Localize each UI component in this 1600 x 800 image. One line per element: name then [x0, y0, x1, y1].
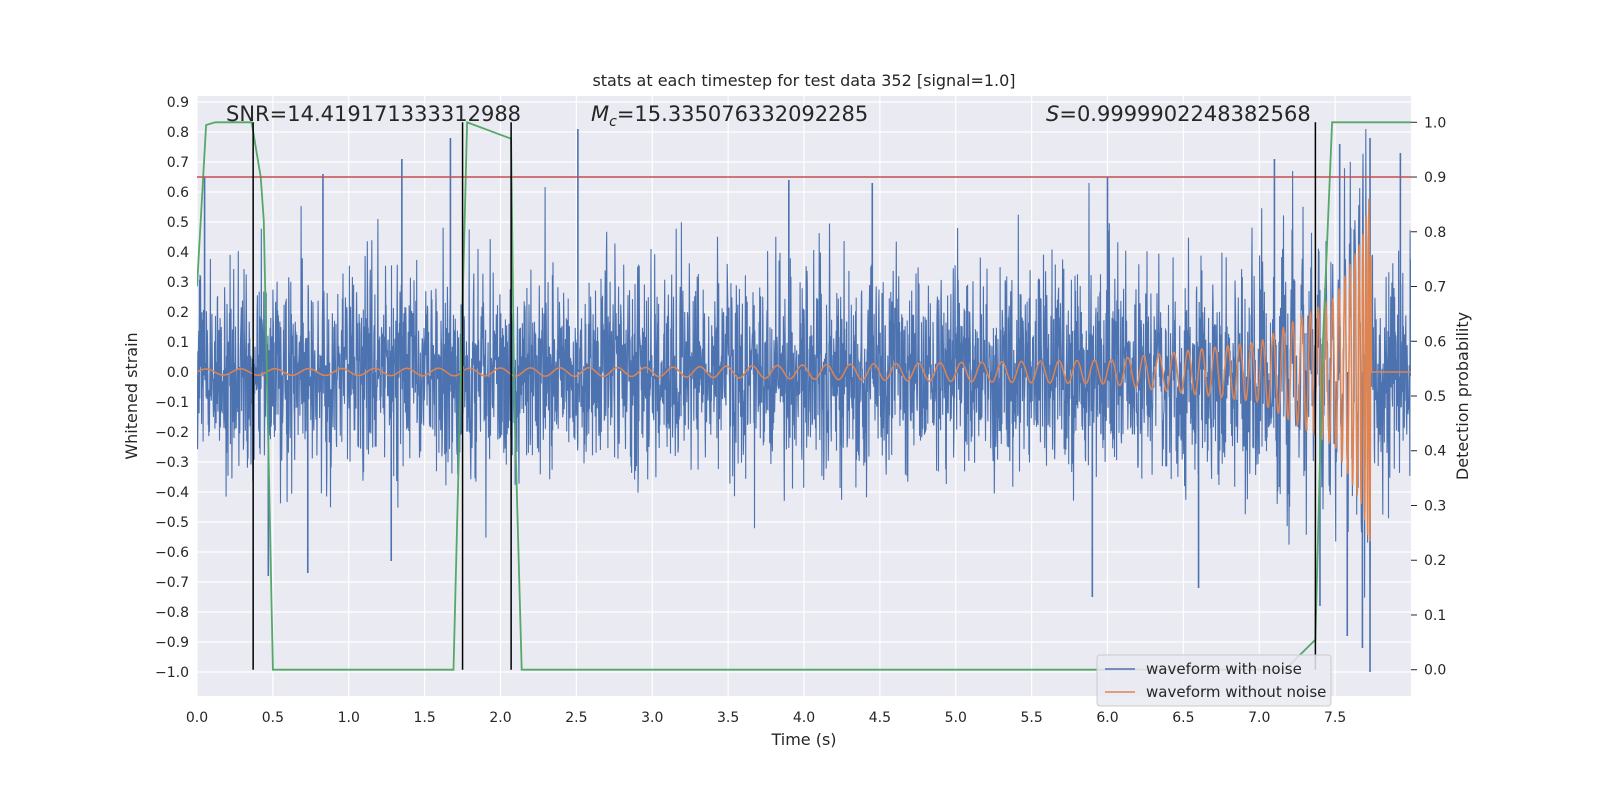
y-tick-label: 0.8 [167, 125, 189, 141]
x-tick-label: 0.5 [262, 710, 284, 726]
y-tick-label: −0.5 [155, 515, 189, 531]
x-tick-label: 3.5 [717, 710, 739, 726]
s-value: =0.9999902248382568 [1059, 102, 1310, 126]
y-tick-label: −0.2 [155, 425, 189, 441]
y-tick-label: 0.3 [167, 275, 189, 291]
legend: waveform with noise waveform without noi… [1096, 654, 1332, 707]
chart-title: stats at each timestep for test data 352… [592, 71, 1015, 90]
overlays [197, 122, 1411, 670]
legend-label-clean: waveform without noise [1146, 683, 1326, 701]
y-tick-label: −0.3 [155, 455, 189, 471]
y-tick-label: 0.7 [167, 155, 189, 171]
y2-tick-label: 0.8 [1424, 225, 1446, 241]
y2-tick-label: 0.5 [1424, 389, 1446, 405]
x-tick-label: 7.5 [1324, 710, 1346, 726]
y-axis-label: Whitened strain [122, 332, 141, 459]
y-tick-label: −0.9 [155, 635, 189, 651]
x-axis: 0.0 0.5 1.0 1.5 2.0 2.5 3.0 3.5 4.0 4.5 5.0 5.5 6.0 6… [186, 710, 1346, 726]
x-tick-label: 5.5 [1020, 710, 1042, 726]
y-tick-label: −0.4 [155, 485, 189, 501]
mc-value: =15.335076332092285 [617, 102, 868, 126]
x-tick-label: 0.0 [186, 710, 208, 726]
y-axis-right: 1.0 0.9 0.8 0.7 0.6 0.5 0.4 0.3 0.2 0.1 0.0 [1411, 115, 1446, 679]
snr-annotation: SNR=14.419171333312988 [226, 102, 521, 126]
y-tick-label: 0.0 [167, 365, 189, 381]
y-tick-label: −0.8 [155, 605, 189, 621]
y-axis-left: 0.9 0.8 0.7 0.6 0.5 0.4 0.3 0.2 0.1 0.0 −0.1 −0.2 −0… [155, 95, 189, 681]
x-tick-label: 2.5 [565, 710, 587, 726]
y2-tick-label: 0.1 [1424, 608, 1446, 624]
x-tick-label: 6.0 [1096, 710, 1118, 726]
x-tick-label: 4.5 [869, 710, 891, 726]
y2-tick-label: 0.9 [1424, 170, 1446, 186]
y-tick-label: 0.6 [167, 185, 189, 201]
y2-tick-label: 1.0 [1424, 115, 1446, 131]
mc-annotation: Mc=15.335076332092285 [591, 102, 868, 130]
mc-subscript: c [609, 114, 617, 130]
noise-line [197, 128, 1411, 598]
x-tick-label: 6.5 [1172, 710, 1194, 726]
x-tick-label: 4.0 [793, 710, 815, 726]
x-tick-label: 7.0 [1248, 710, 1270, 726]
y2-tick-label: 0.3 [1424, 498, 1446, 514]
y-tick-label: −0.1 [155, 395, 189, 411]
series-detection-probability [197, 121, 1411, 671]
x-tick-label: 3.0 [641, 710, 663, 726]
y-tick-label: 0.9 [167, 95, 189, 111]
y2-tick-label: 0.2 [1424, 553, 1446, 569]
y2-tick-label: 0.4 [1424, 444, 1446, 460]
y-tick-label: 0.4 [167, 245, 189, 261]
y-tick-label: −1.0 [155, 665, 189, 681]
probability-line [197, 121, 1411, 671]
mc-symbol: M [591, 102, 609, 126]
series-waveform-without-noise [197, 198, 1411, 542]
x-tick-label: 2.0 [489, 710, 511, 726]
s-annotation: S=0.9999902248382568 [1046, 102, 1311, 126]
y2-tick-label: 0.6 [1424, 334, 1446, 350]
y-tick-label: −0.7 [155, 575, 189, 591]
y-tick-label: −0.6 [155, 545, 189, 561]
x-tick-label: 5.0 [945, 710, 967, 726]
y-tick-label: 0.2 [167, 305, 189, 321]
y-tick-label: 0.1 [167, 335, 189, 351]
y2-tick-label: 0.0 [1424, 663, 1446, 679]
clean-line [197, 198, 1411, 542]
y2-axis-label: Detection probability [1453, 312, 1472, 480]
s-symbol: S [1046, 102, 1059, 126]
y2-tick-label: 0.7 [1424, 280, 1446, 296]
y-tick-label: 0.5 [167, 215, 189, 231]
x-tick-label: 1.0 [338, 710, 360, 726]
x-tick-label: 1.5 [413, 710, 435, 726]
x-axis-label: Time (s) [770, 730, 836, 749]
legend-label-noise: waveform with noise [1146, 660, 1302, 678]
legend-box [1096, 654, 1332, 707]
